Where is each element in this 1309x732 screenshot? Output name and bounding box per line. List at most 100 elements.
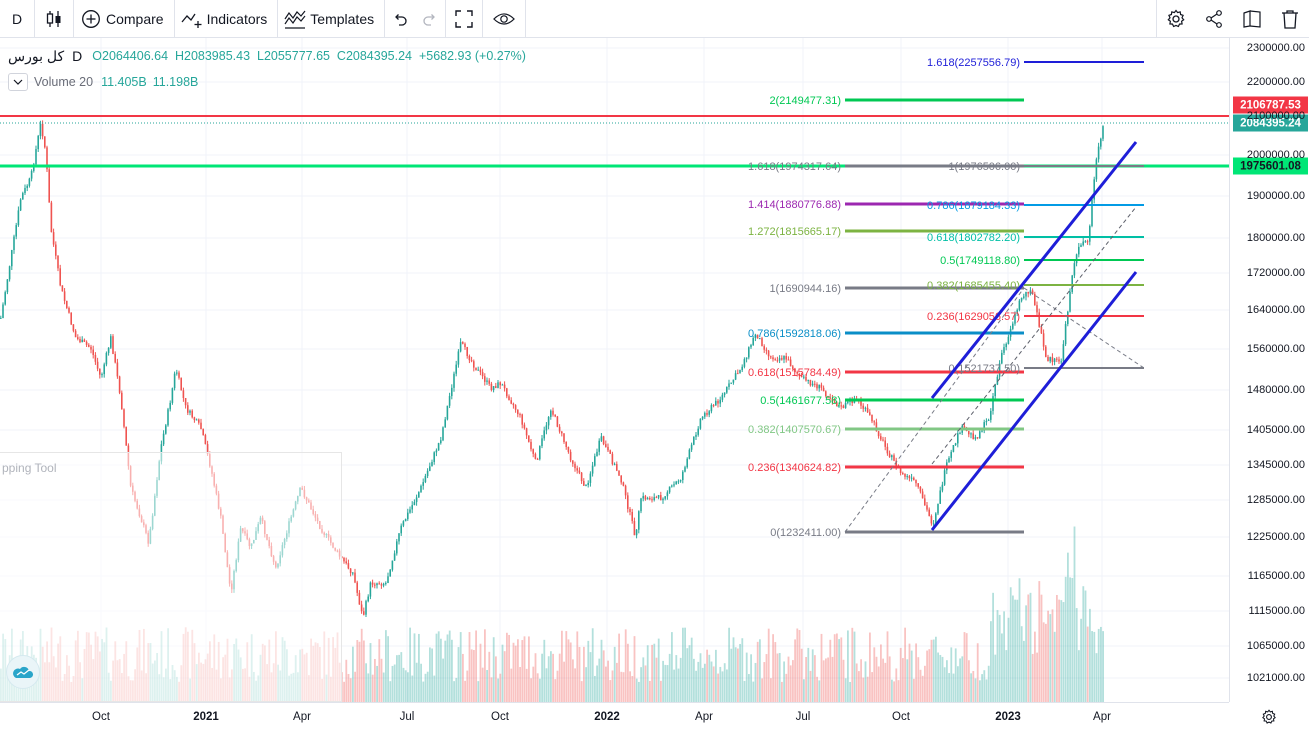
volume-bar xyxy=(470,649,473,702)
candle-body xyxy=(886,446,889,454)
volume-bar xyxy=(741,638,744,702)
volume-bar xyxy=(666,665,669,702)
trash-button[interactable] xyxy=(1271,0,1309,38)
candle-body xyxy=(860,400,862,406)
candle-body xyxy=(1067,311,1069,325)
candle-body xyxy=(800,376,803,378)
candle-body xyxy=(869,412,871,415)
volume-bar xyxy=(695,670,697,702)
redo-button[interactable] xyxy=(415,0,445,38)
candle-body xyxy=(404,519,407,522)
fib-level-label: 0.236(1340624.82) xyxy=(748,462,841,474)
volume-bar xyxy=(1075,608,1078,702)
price-axis[interactable]: 2106787.53 2084395.24 1975601.08 2300000… xyxy=(1229,38,1309,702)
time-axis[interactable]: Oct 2021 Apr Jul Oct 2022 Apr Jul Oct 2023 Apr xyxy=(0,702,1229,732)
candle-body xyxy=(541,438,543,447)
candle-body xyxy=(638,511,640,530)
candle-body xyxy=(820,384,823,388)
candle-body xyxy=(440,440,442,444)
toolbar-divider xyxy=(384,0,386,38)
fullscreen-button[interactable] xyxy=(446,0,482,38)
volume-bar xyxy=(1009,587,1012,702)
volume-bar xyxy=(686,648,689,702)
candle-body xyxy=(195,419,198,421)
candle-body xyxy=(664,496,666,499)
volume-bar xyxy=(378,639,381,702)
candle-body xyxy=(818,384,820,389)
candle-body xyxy=(369,582,372,597)
candle-body xyxy=(899,467,902,473)
candle-body xyxy=(862,405,864,409)
candle-body xyxy=(558,426,561,432)
candle-body xyxy=(15,225,17,237)
volume-bar xyxy=(653,643,656,702)
volume-bar xyxy=(708,654,711,702)
ohlc-values: O2064406.64 H2083985.43 L2055777.65 C208… xyxy=(92,49,526,63)
volume-bar xyxy=(954,648,957,702)
volume-bar xyxy=(693,658,695,702)
volume-bar xyxy=(530,678,532,702)
price-tick-label: 1480000.00 xyxy=(1246,384,1305,396)
price-tag-green-line: 1975601.08 xyxy=(1233,157,1308,175)
candle-body xyxy=(503,384,506,389)
price-chart[interactable]: 0(1232411.00) 0.236(1340624.82) 0.382(1407… xyxy=(0,38,1229,702)
compare-button[interactable]: Compare xyxy=(74,0,174,38)
share-button[interactable] xyxy=(1195,0,1233,38)
volume-bar xyxy=(1034,631,1036,702)
cloud-icon xyxy=(13,666,34,678)
time-tick-label: 2022 xyxy=(594,711,620,723)
candle-body xyxy=(739,370,741,374)
chart-type-button[interactable] xyxy=(35,0,73,38)
interval-button[interactable]: D xyxy=(0,0,34,38)
candle-body xyxy=(976,437,979,439)
candle-body xyxy=(1040,326,1043,334)
volume-bar xyxy=(583,646,585,702)
volume-bar xyxy=(649,680,651,702)
candle-body xyxy=(475,367,477,371)
candle-body xyxy=(673,484,675,486)
volume-bar xyxy=(367,673,370,702)
volume-bar xyxy=(946,660,948,702)
candle-body xyxy=(354,572,356,583)
volume-bar xyxy=(486,670,488,702)
price-tick-label: 1165000.00 xyxy=(1247,570,1305,582)
volume-indicator-name[interactable]: Volume 20 xyxy=(34,75,94,89)
settings-button[interactable] xyxy=(1157,0,1195,38)
candle-body xyxy=(948,457,950,463)
candle-body xyxy=(112,336,114,354)
candle-body xyxy=(871,414,873,422)
candle-body xyxy=(715,400,717,406)
fib-level-label: 0.382(1407570.67) xyxy=(748,424,841,436)
undo-button[interactable] xyxy=(385,0,415,38)
candle-body xyxy=(565,441,567,447)
candle-body xyxy=(726,386,728,393)
volume-bar xyxy=(536,673,539,702)
axis-settings-button[interactable] xyxy=(1229,702,1309,732)
volume-bar xyxy=(490,677,493,702)
candle-body xyxy=(101,374,103,376)
volume-bar xyxy=(1012,595,1014,702)
indicators-button[interactable]: Indicators xyxy=(175,0,278,38)
candle-body xyxy=(807,379,809,381)
volume-bar xyxy=(886,631,889,702)
candle-body xyxy=(1093,179,1095,200)
volume-bar xyxy=(851,627,854,702)
templates-button[interactable]: Templates xyxy=(278,0,384,38)
candle-body xyxy=(83,339,86,342)
price-tick-label: 1225000.00 xyxy=(1246,531,1305,543)
collapse-toggle[interactable] xyxy=(8,73,28,91)
hide-drawings-button[interactable] xyxy=(483,0,525,38)
candle-body xyxy=(732,379,735,383)
candle-body xyxy=(407,512,409,520)
volume-bar xyxy=(433,675,436,702)
candle-body xyxy=(675,481,677,485)
volume-bar xyxy=(930,639,933,702)
snapshot-button[interactable] xyxy=(1233,0,1271,38)
candle-body xyxy=(629,508,631,512)
candle-body xyxy=(745,357,748,360)
volume-bar xyxy=(534,653,537,702)
volume-bar xyxy=(675,655,678,702)
symbol-name[interactable]: کل بورس xyxy=(8,47,65,64)
volume-bar xyxy=(825,658,827,702)
tradingview-logo[interactable] xyxy=(6,655,40,689)
